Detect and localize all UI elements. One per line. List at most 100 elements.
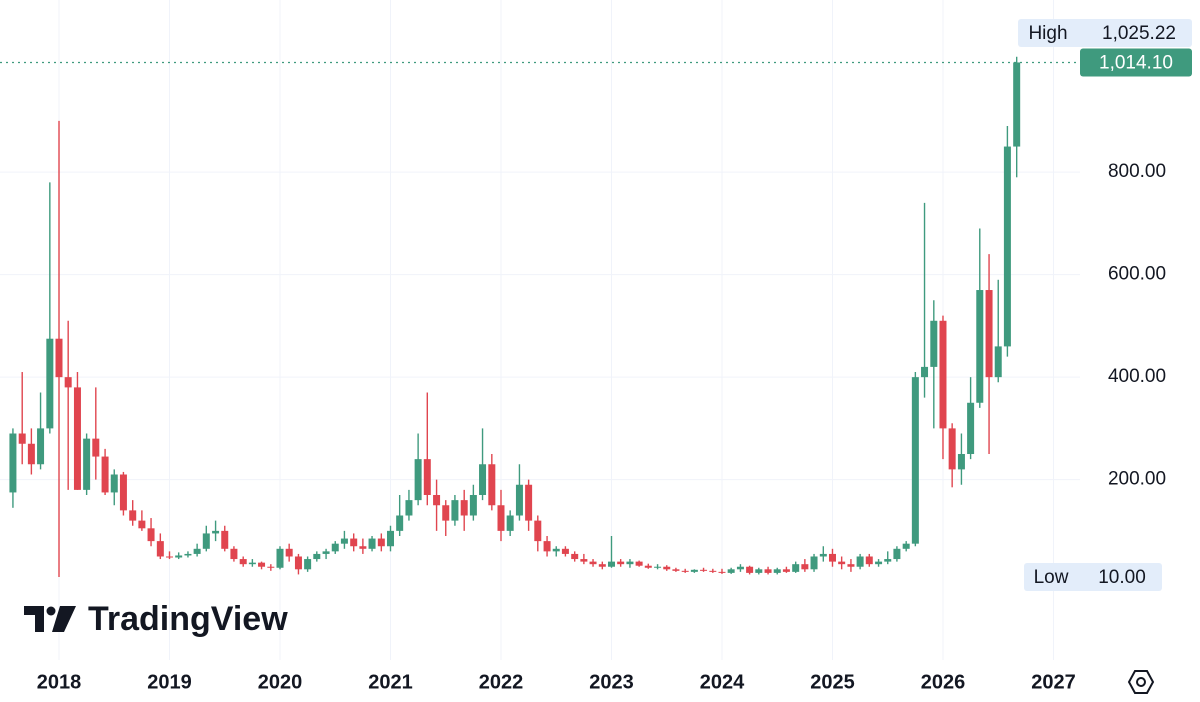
candle-body xyxy=(939,320,947,429)
candle-body xyxy=(460,500,468,516)
settings-icon[interactable] xyxy=(1127,670,1155,694)
candle-body xyxy=(368,538,376,549)
candle-body xyxy=(1003,146,1011,347)
candle-body xyxy=(193,548,201,554)
candle-body xyxy=(893,548,901,560)
candle-body xyxy=(497,505,505,531)
candle-body xyxy=(92,438,100,457)
candle-body xyxy=(598,564,606,567)
candle-body xyxy=(175,555,183,558)
overlay: 2018 2019 2020 2021 2022 2023 2024 2025 2026 2027… xyxy=(0,19,1192,693)
candle-body xyxy=(543,541,551,552)
candle-body xyxy=(156,541,164,557)
candle-body xyxy=(930,320,938,367)
candle-body xyxy=(911,377,919,544)
candle-body xyxy=(221,530,229,549)
candle-body xyxy=(405,500,413,516)
candle-body xyxy=(515,484,523,516)
low-label: 10.00 xyxy=(1098,567,1146,588)
candle-body xyxy=(967,402,975,455)
candle-body xyxy=(957,454,965,470)
x-tick-label: 2021 xyxy=(368,671,413,693)
candle-body xyxy=(488,464,496,506)
low-title: Low xyxy=(1034,567,1069,588)
candle-body xyxy=(110,474,118,493)
candle-body xyxy=(865,556,873,565)
candle-body xyxy=(212,530,220,534)
candle-body xyxy=(994,346,1002,378)
candle-body xyxy=(27,443,35,465)
x-tick-label: 2023 xyxy=(589,671,634,693)
candle-body xyxy=(83,438,91,490)
candle-body xyxy=(746,566,754,573)
candle-body xyxy=(561,548,569,554)
candle-body xyxy=(617,561,625,565)
candle-body xyxy=(635,561,643,566)
candle-body xyxy=(654,566,662,568)
candle-body xyxy=(1013,62,1021,147)
candle-body xyxy=(847,564,855,567)
candle-body xyxy=(782,569,790,572)
high-label: 1,025.22 xyxy=(1102,23,1176,44)
candle-body xyxy=(386,530,394,547)
candle-body xyxy=(690,569,698,572)
candle-body xyxy=(451,500,459,521)
candle-body xyxy=(239,559,247,565)
candle-body xyxy=(64,377,72,388)
candle-body xyxy=(202,533,210,549)
candle-body xyxy=(258,562,266,567)
candle-body xyxy=(700,569,708,571)
candle-body xyxy=(18,433,26,444)
candle-body xyxy=(469,495,477,516)
candle-body xyxy=(976,290,984,403)
x-tick-label: 2024 xyxy=(700,671,745,693)
candle-body xyxy=(626,561,634,565)
logo-mark xyxy=(52,606,76,632)
settings-shape xyxy=(1136,677,1146,687)
high-title: High xyxy=(1028,23,1067,44)
candle-body xyxy=(580,559,588,562)
candle-body xyxy=(101,456,109,493)
candle-body xyxy=(294,556,302,570)
brand: TradingView xyxy=(88,600,288,638)
candle-body xyxy=(285,548,293,557)
candle-body xyxy=(350,538,358,547)
candle-body xyxy=(414,459,422,501)
candle-body xyxy=(948,428,956,470)
last-price-label: 1,014.10 xyxy=(1099,52,1173,73)
candle-body xyxy=(681,570,689,572)
candle-body xyxy=(856,556,864,567)
candle-body xyxy=(801,564,809,570)
candle-body xyxy=(442,505,450,521)
candle-body xyxy=(792,564,800,572)
candle-body xyxy=(73,387,81,490)
y-tick-label: 600.00 xyxy=(1108,264,1166,285)
candle-body xyxy=(313,553,321,560)
candle-body xyxy=(534,520,542,542)
logo xyxy=(24,606,76,632)
candle-body xyxy=(525,484,533,521)
candle-body xyxy=(838,561,846,565)
candle-body xyxy=(718,571,726,573)
settings-shape xyxy=(1127,670,1155,694)
candle-body xyxy=(276,548,284,568)
last-price-badge xyxy=(1080,48,1192,77)
candle-body xyxy=(396,515,404,531)
y-tick-label: 800.00 xyxy=(1108,161,1166,182)
candle-body xyxy=(129,510,137,521)
candle-body xyxy=(672,569,680,571)
low-badge xyxy=(1024,562,1162,591)
candle-body xyxy=(304,559,312,570)
candle-body xyxy=(607,561,615,567)
candle-body xyxy=(340,538,348,544)
candle-body xyxy=(230,548,238,560)
candle-body xyxy=(479,464,487,495)
candle-body xyxy=(248,562,256,565)
candle-body xyxy=(267,566,275,568)
y-tick-label: 200.00 xyxy=(1108,469,1166,490)
logo-mark xyxy=(46,606,56,616)
candle-body xyxy=(377,538,385,547)
candle-body xyxy=(819,553,827,557)
candle-body xyxy=(184,553,192,556)
